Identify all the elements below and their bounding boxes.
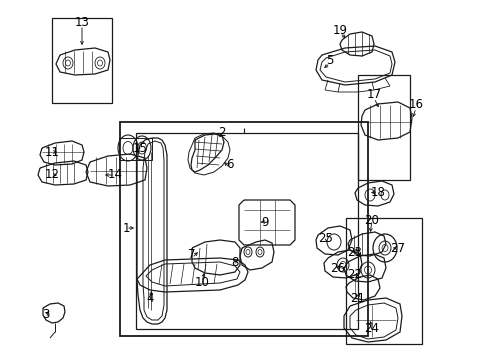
Text: 7: 7 (188, 248, 195, 261)
Text: 1: 1 (122, 221, 129, 234)
Text: 10: 10 (194, 275, 209, 288)
Text: 16: 16 (407, 99, 423, 112)
Text: 3: 3 (42, 309, 50, 321)
Text: 8: 8 (231, 256, 238, 269)
Text: 14: 14 (107, 168, 122, 181)
Text: 20: 20 (364, 213, 379, 226)
Bar (357, 75, 409, 180)
Text: 4: 4 (146, 292, 153, 306)
Text: 24: 24 (364, 321, 379, 334)
Text: 15: 15 (132, 141, 147, 154)
Text: 25: 25 (318, 231, 333, 244)
Text: 2: 2 (218, 126, 225, 139)
Bar (136, 133, 357, 329)
Text: 11: 11 (44, 145, 60, 158)
Text: 21: 21 (350, 292, 365, 305)
Text: 18: 18 (370, 185, 385, 198)
Text: 12: 12 (44, 168, 60, 181)
Text: 19: 19 (332, 23, 347, 36)
Text: 9: 9 (261, 216, 268, 229)
Text: 23: 23 (347, 246, 362, 258)
Text: 5: 5 (325, 54, 333, 67)
Text: 27: 27 (390, 242, 405, 255)
Text: 13: 13 (74, 15, 89, 28)
Text: 22: 22 (347, 269, 362, 282)
Bar (346, 218, 421, 344)
Bar (52, 18, 112, 103)
Text: 17: 17 (366, 89, 381, 102)
Text: 26: 26 (330, 261, 345, 274)
Bar (120, 122, 367, 336)
Text: 6: 6 (226, 158, 233, 171)
